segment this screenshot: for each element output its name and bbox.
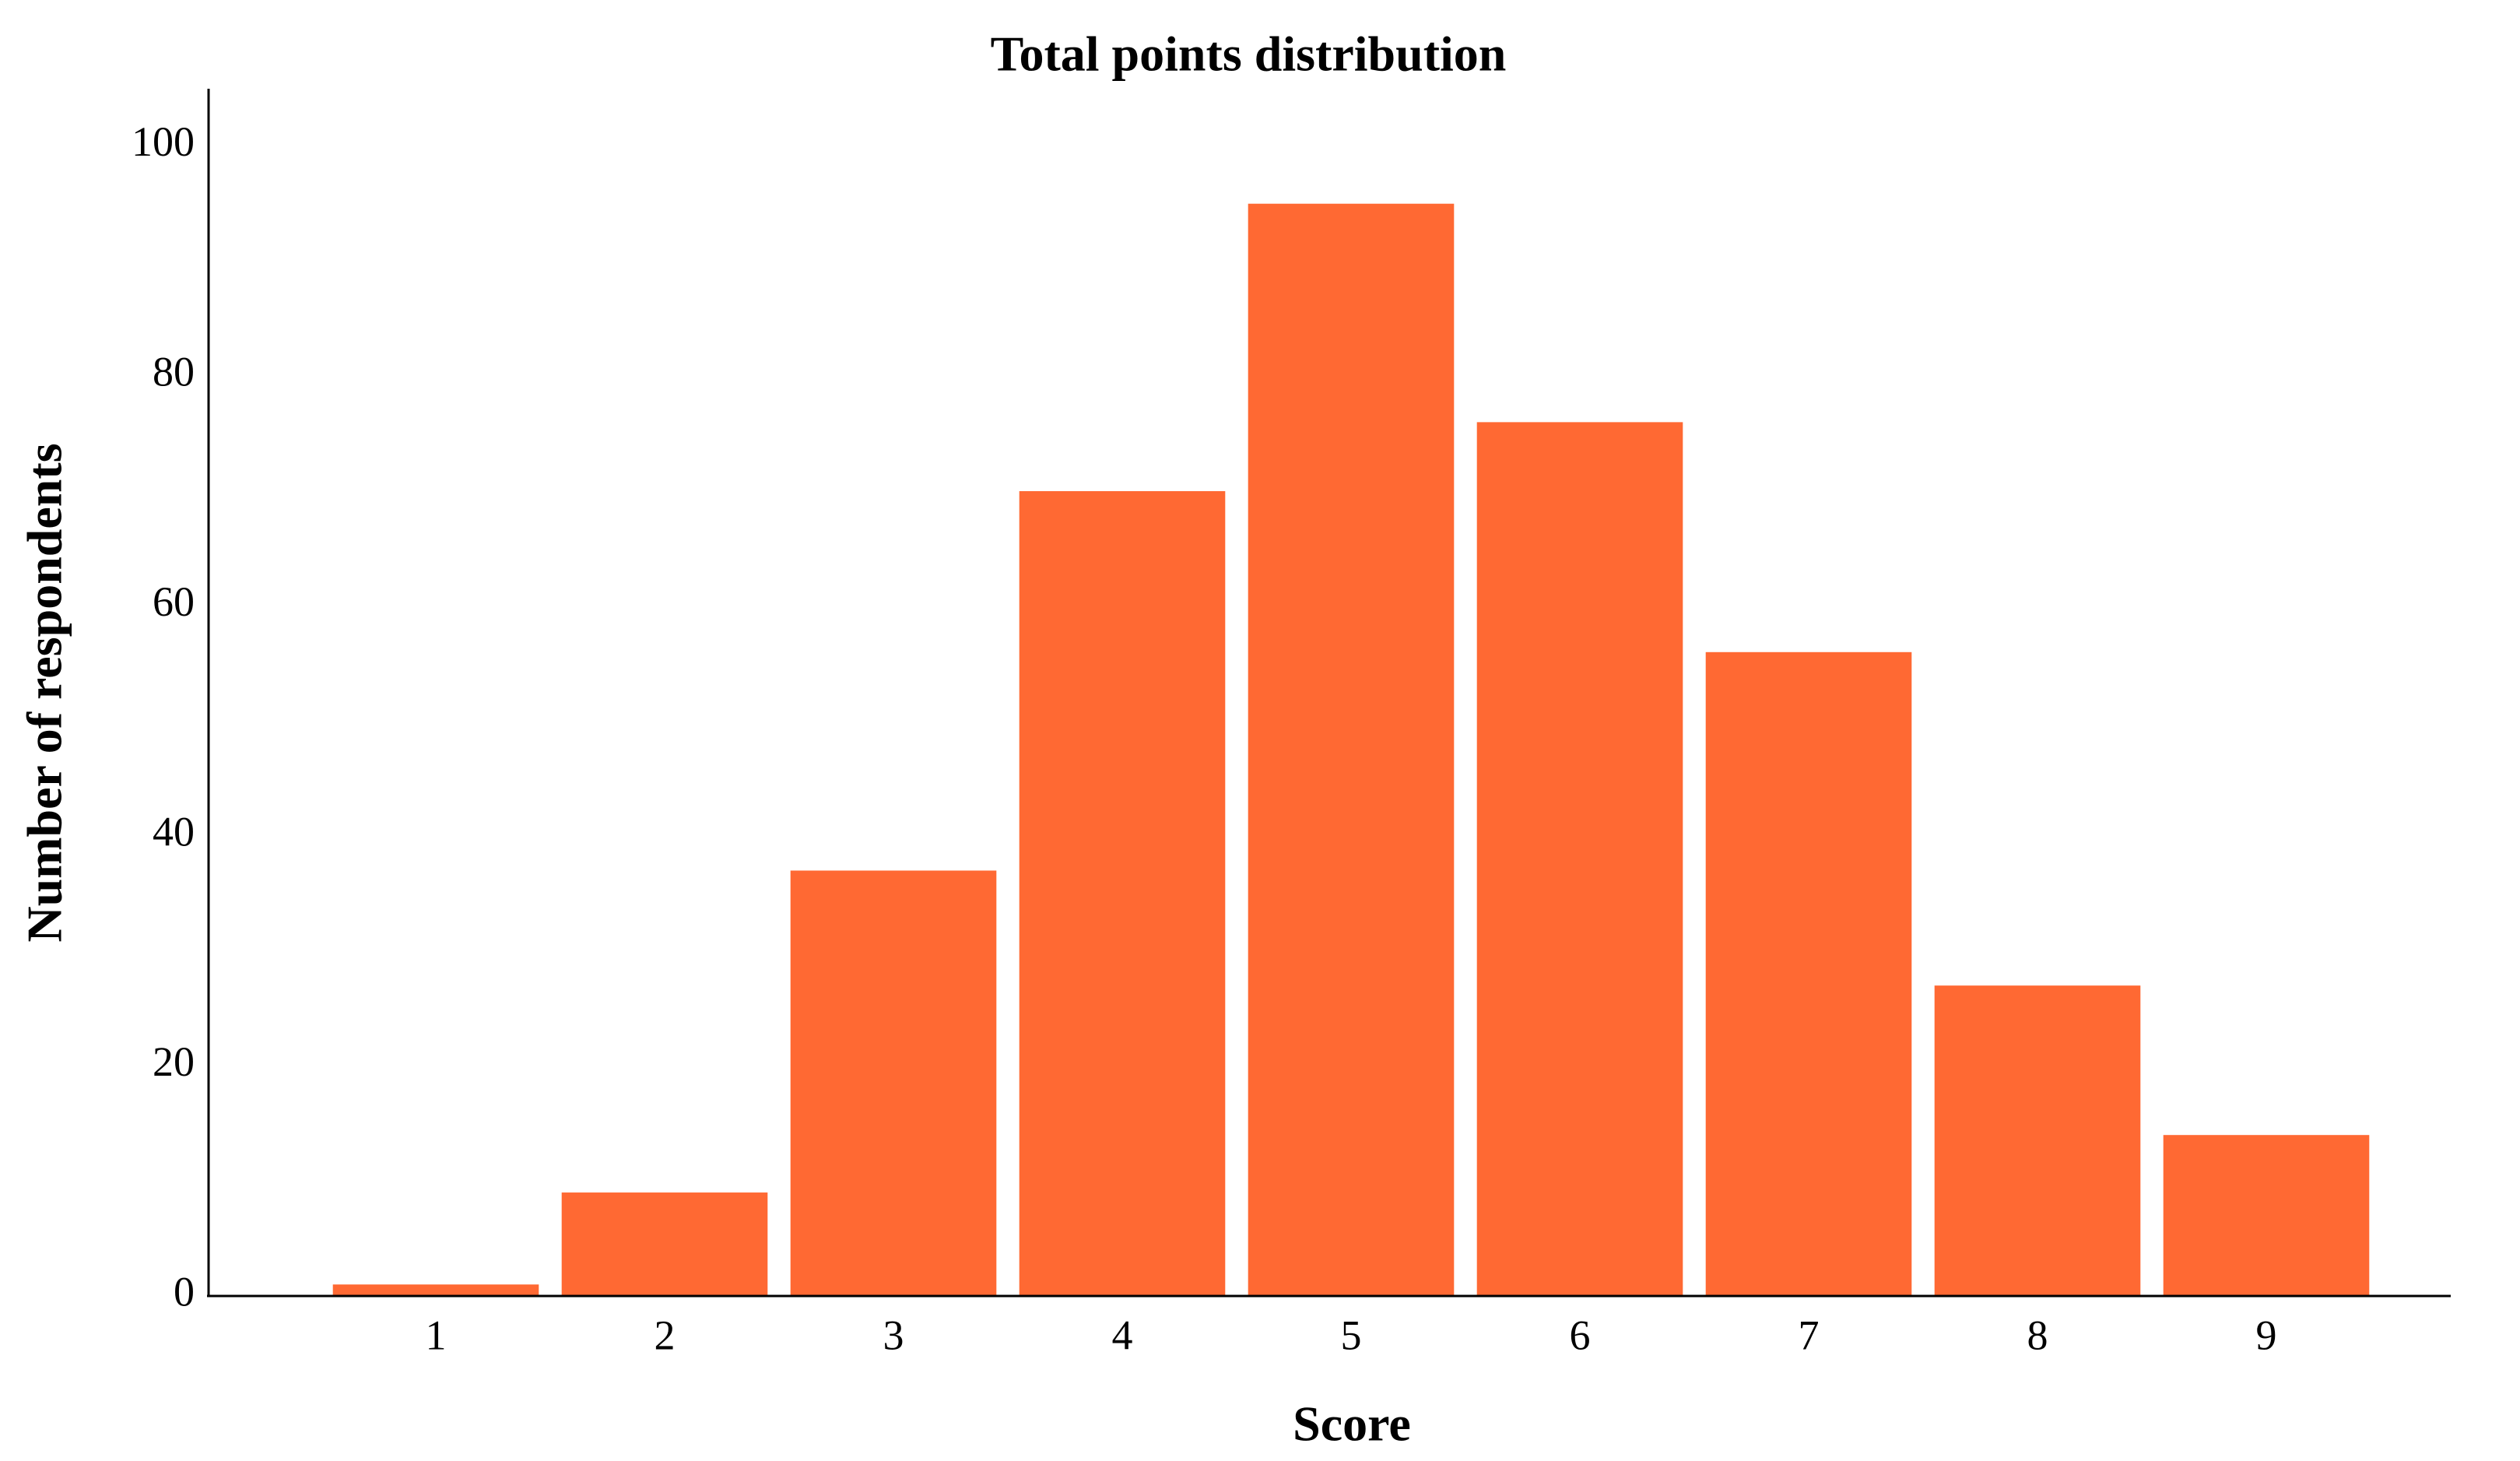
y-axis-label: Number of respondents	[17, 443, 72, 942]
bar	[1705, 651, 1912, 1296]
bar	[1476, 422, 1683, 1297]
x-tick-label: 2	[655, 1312, 676, 1358]
y-tick-label: 80	[153, 349, 195, 395]
bar	[2163, 1135, 2370, 1296]
x-tick-label: 5	[1341, 1312, 1362, 1358]
bar	[790, 870, 997, 1296]
y-tick-label: 40	[153, 809, 195, 855]
bar	[332, 1284, 539, 1296]
x-tick-label: 1	[426, 1312, 447, 1358]
x-tick-label: 7	[1799, 1312, 1820, 1358]
bar	[1019, 491, 1226, 1296]
y-tick-label: 60	[153, 578, 195, 625]
x-tick-label: 3	[883, 1312, 904, 1358]
x-tick-label: 9	[2256, 1312, 2277, 1358]
x-axis-label: Score	[1293, 1396, 1411, 1452]
chart-title: Total points distribution	[991, 26, 1507, 82]
bar	[561, 1192, 768, 1296]
y-tick-label: 0	[174, 1268, 195, 1315]
bar	[1248, 203, 1455, 1296]
x-tick-label: 4	[1112, 1312, 1133, 1358]
y-tick-label: 20	[153, 1038, 195, 1085]
bar	[1934, 985, 2141, 1296]
y-tick-label: 100	[132, 118, 195, 165]
x-tick-label: 6	[1570, 1312, 1591, 1358]
x-tick-label: 8	[2027, 1312, 2048, 1358]
